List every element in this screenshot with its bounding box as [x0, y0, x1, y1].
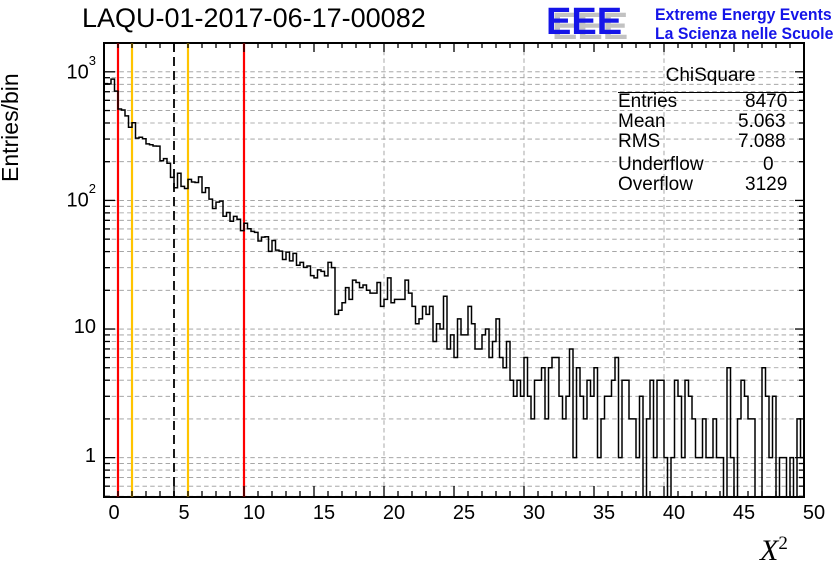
svg-text:EEE: EEE: [546, 1, 622, 43]
